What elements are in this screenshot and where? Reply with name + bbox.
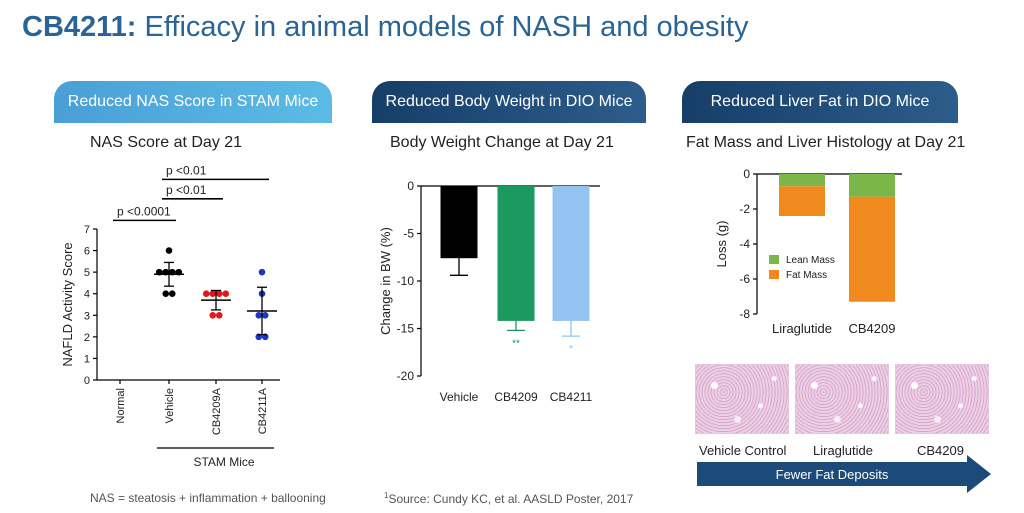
significance-label: p <0.01 <box>166 163 207 177</box>
data-point <box>222 290 230 298</box>
bar <box>440 186 478 259</box>
chart-title-bw: Body Weight Change at Day 21 <box>390 134 614 151</box>
x-tick-label: Vehicle <box>164 388 176 423</box>
y-tick-label: -6 <box>739 272 750 286</box>
significance-label: p <0.0001 <box>117 204 171 218</box>
y-tick-label: 6 <box>84 246 90 258</box>
legend-swatch <box>769 255 779 264</box>
x-tick-label: CB4209 <box>849 321 896 336</box>
significance-label: p <0.01 <box>166 183 207 197</box>
x-tick-label: Vehicle <box>440 390 479 404</box>
group-label: STAM Mice <box>193 455 254 469</box>
y-tick-label: -4 <box>739 237 750 251</box>
panel-header-liver-fat: Reduced Liver Fat in DIO Mice <box>682 81 958 123</box>
panel-header-nas: Reduced NAS Score in STAM Mice <box>54 81 332 123</box>
significance-marker: * <box>569 344 573 355</box>
data-point <box>258 268 266 276</box>
source-text: Source: Cundy KC, et al. AASLD Poster, 2… <box>388 492 634 506</box>
y-tick-label: 3 <box>84 310 90 322</box>
y-tick-label: 2 <box>84 332 90 344</box>
y-tick-label: 7 <box>84 224 90 236</box>
legend-label: Lean Mass <box>786 255 835 266</box>
page-title: CB4211: Efficacy in animal models of NAS… <box>22 11 748 44</box>
y-axis-label: NAFLD Activity Score <box>60 242 75 366</box>
y-tick-label: -20 <box>397 369 415 383</box>
histology-image-cb4209 <box>895 364 989 434</box>
data-point <box>209 311 217 319</box>
arrow-label: Fewer Fat Deposits <box>775 466 889 482</box>
bar <box>497 186 535 321</box>
y-tick-label: -10 <box>397 274 415 288</box>
x-tick-label: CB4209 <box>494 390 538 404</box>
x-tick-label: CB4209A <box>211 387 223 435</box>
y-tick-label: -8 <box>739 307 750 321</box>
data-point <box>165 247 173 254</box>
y-tick-label: -2 <box>739 202 750 216</box>
data-point <box>261 311 269 319</box>
x-tick-label: CB4211 <box>550 390 593 404</box>
y-tick-label: 0 <box>743 167 750 181</box>
stacked-bar-segment <box>849 174 895 197</box>
histology-image-vehicle <box>695 364 789 434</box>
data-point <box>215 290 223 298</box>
arrow-head-icon <box>967 455 991 493</box>
data-point <box>162 290 170 298</box>
footnote-source: 1Source: Cundy KC, et al. AASLD Poster, … <box>384 491 633 506</box>
fat-deposits-arrow: Fewer Fat Deposits <box>697 462 967 486</box>
y-tick-label: 0 <box>84 375 90 387</box>
y-tick-label: -15 <box>397 322 415 336</box>
title-rest: Efficacy in animal models of NASH and ob… <box>136 11 749 43</box>
y-tick-label: 1 <box>84 353 90 365</box>
panel-header-body-weight: Reduced Body Weight in DIO Mice <box>372 81 646 123</box>
legend-label: Fat Mass <box>786 270 827 281</box>
data-point <box>215 311 223 319</box>
histology-label-liraglutide: Liraglutide <box>813 443 873 458</box>
histology-image-liraglutide <box>795 364 889 434</box>
data-point <box>168 290 176 298</box>
data-point <box>255 311 263 319</box>
y-axis-label: Change in BW (%) <box>378 227 393 335</box>
title-bold: CB4211: <box>22 11 137 43</box>
histology-label-vehicle: Vehicle Control <box>699 443 787 458</box>
significance-marker: ** <box>512 338 520 349</box>
legend-swatch <box>769 270 779 279</box>
y-axis-label: Loss (g) <box>714 221 729 268</box>
data-point <box>202 290 210 298</box>
source-superscript: 1 <box>384 491 389 500</box>
bar <box>552 186 590 321</box>
stacked-bar-segment <box>779 174 825 187</box>
chart-title-fat: Fat Mass and Liver Histology at Day 21 <box>686 134 966 151</box>
data-point <box>209 290 217 298</box>
x-tick-label: Normal <box>115 388 127 423</box>
chart-title-nas: NAS Score at Day 21 <box>90 134 243 151</box>
y-tick-label: -5 <box>403 227 414 241</box>
y-tick-label: 5 <box>84 267 90 279</box>
y-tick-label: 0 <box>407 179 414 193</box>
footnote-nas: NAS = steatosis + inflammation + balloon… <box>90 491 326 505</box>
stacked-bar-segment <box>849 196 895 302</box>
x-tick-label: CB4211A <box>257 387 269 434</box>
histology-label-cb4209: CB4209 <box>917 443 964 458</box>
y-tick-label: 4 <box>84 289 90 301</box>
stacked-bar-segment <box>779 186 825 216</box>
x-tick-label: Liraglutide <box>772 321 832 336</box>
